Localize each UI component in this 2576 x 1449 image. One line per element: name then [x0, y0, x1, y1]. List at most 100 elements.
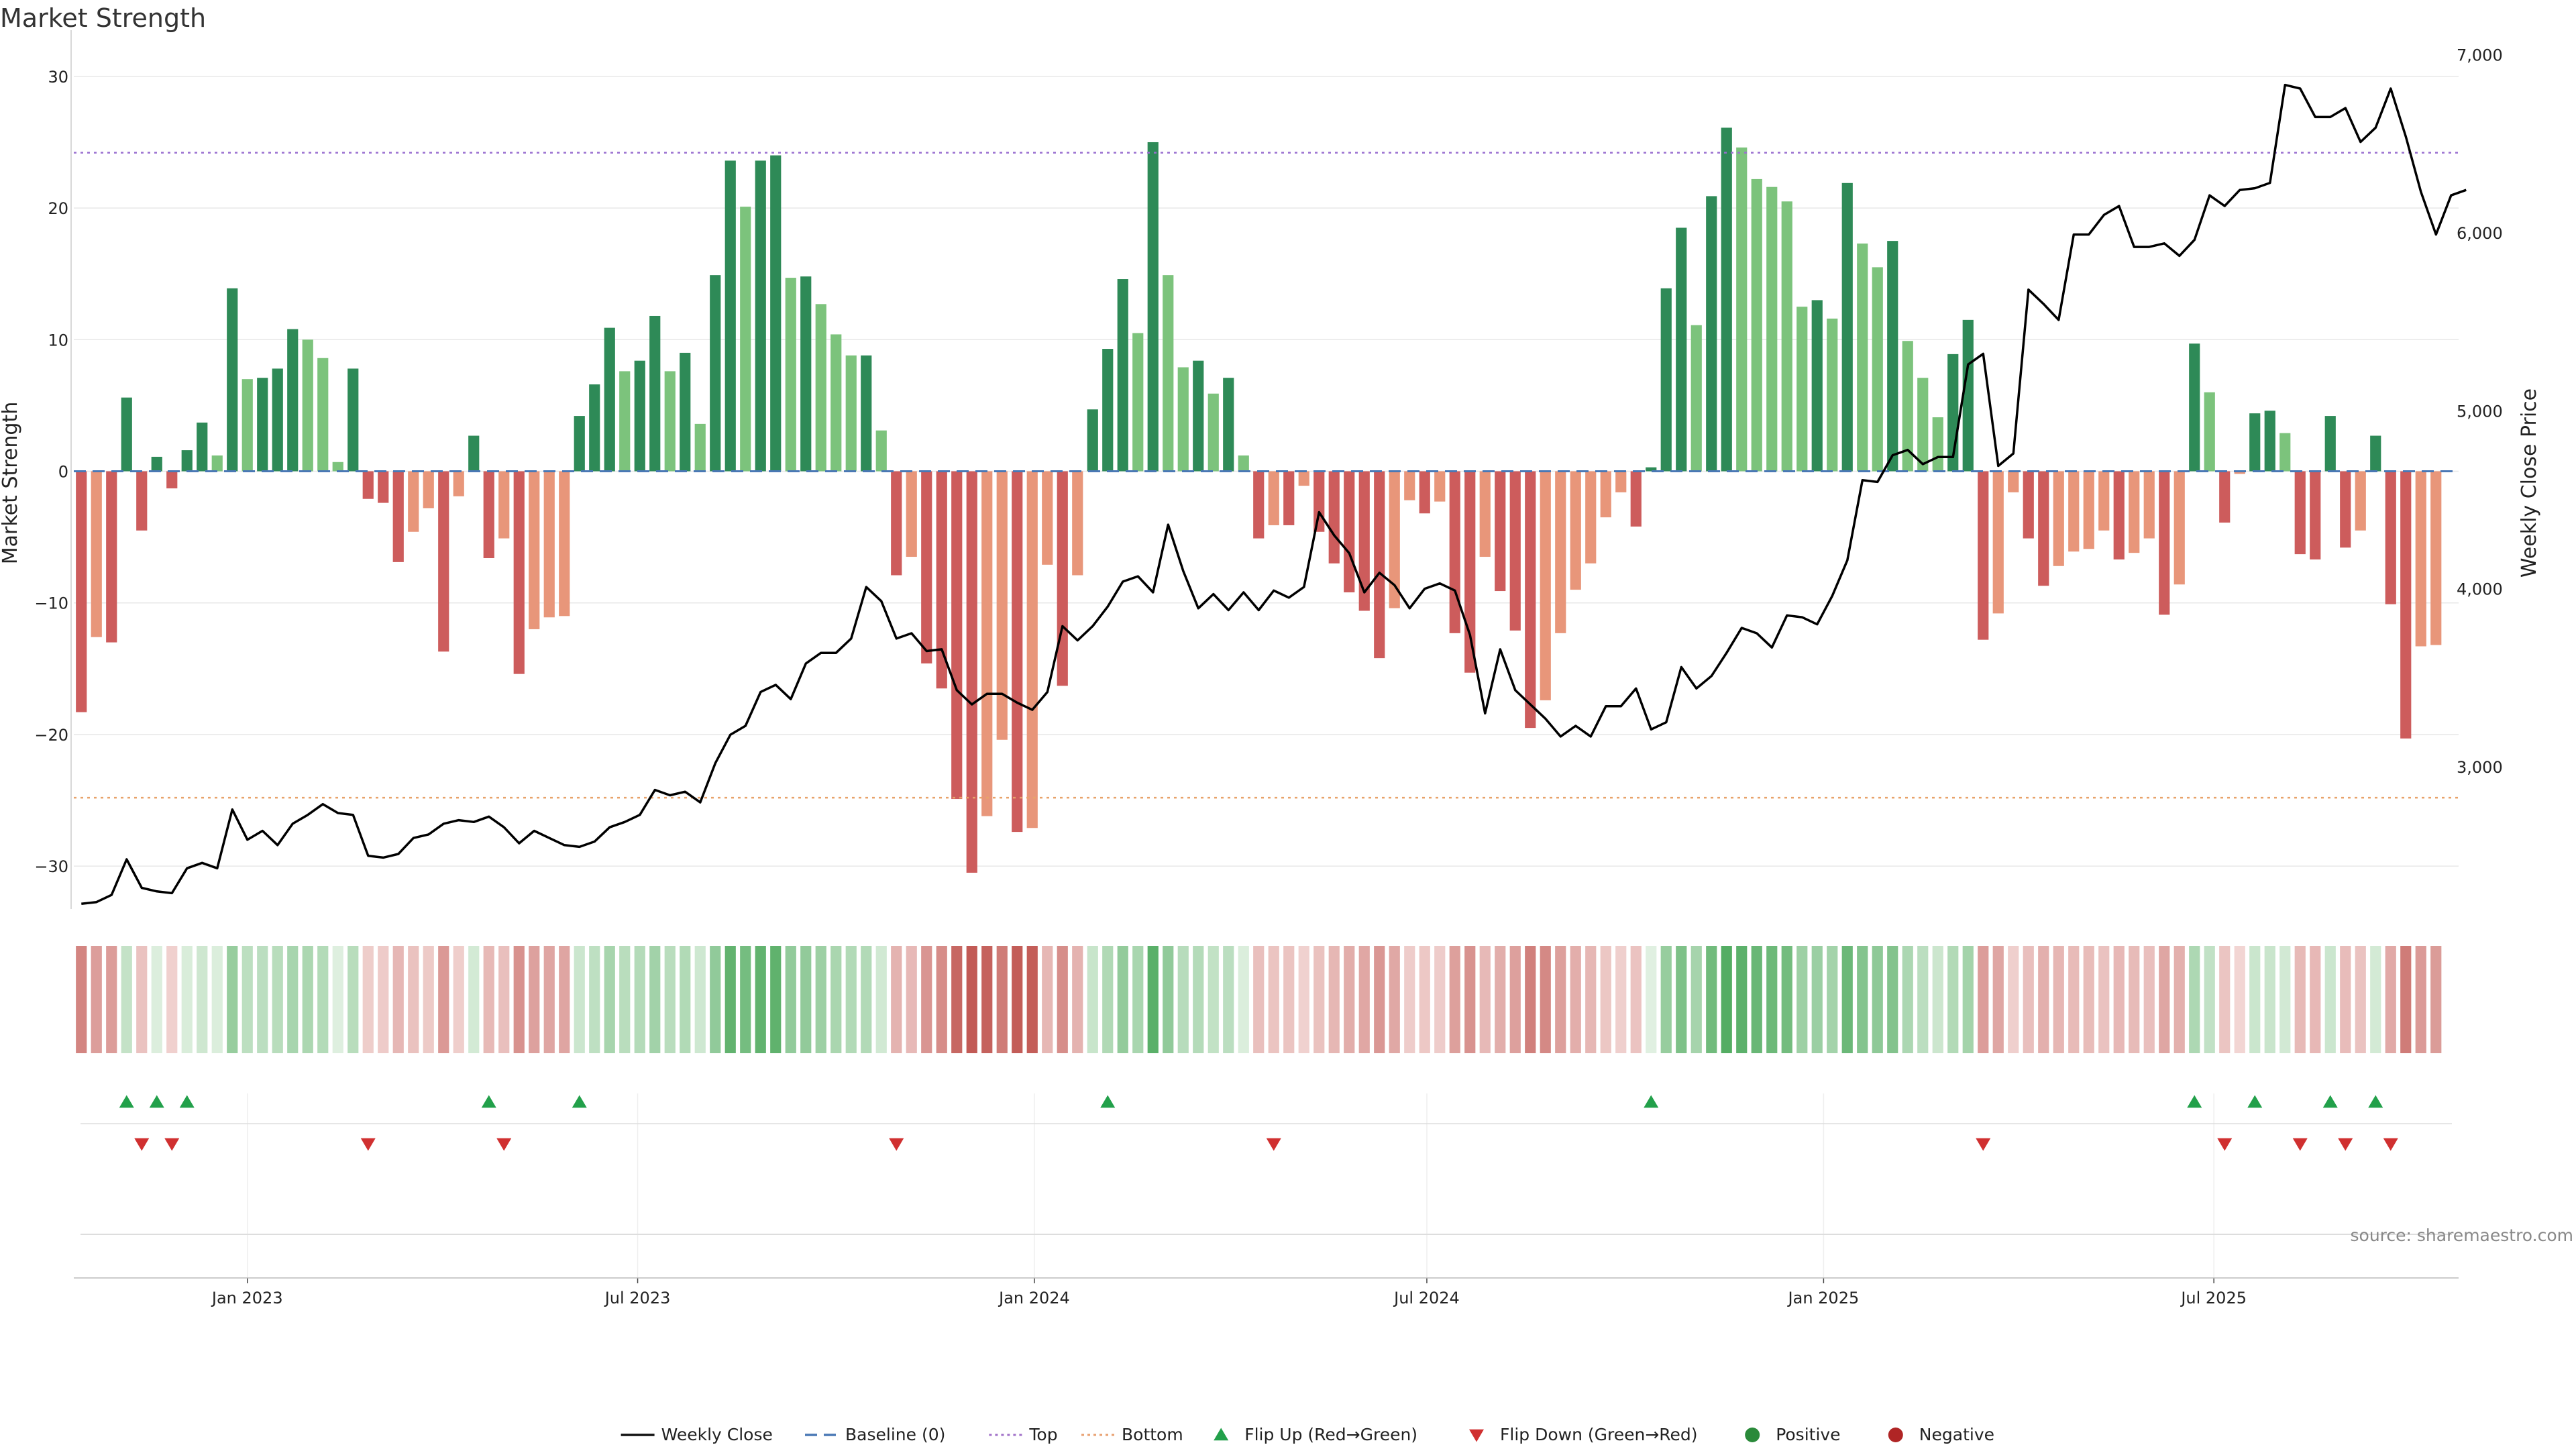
heat-cell	[740, 946, 751, 1053]
strength-bar	[2430, 471, 2442, 645]
heat-cell	[634, 946, 645, 1053]
strength-bar	[1917, 378, 1929, 472]
strength-bar	[392, 471, 404, 562]
strength-bar	[438, 471, 449, 652]
legend-label: Weekly Close	[661, 1425, 773, 1444]
heat-cell	[1087, 946, 1098, 1053]
heat-cell	[2430, 946, 2442, 1053]
heat-cell	[1147, 946, 1159, 1053]
heat-cell	[921, 946, 932, 1053]
strength-bar	[2340, 471, 2351, 548]
heat-cell	[1132, 946, 1144, 1053]
legend-label: Baseline (0)	[845, 1425, 945, 1444]
x-axis: Jan 2023 Jul 2023 Jan 2024 Jul 2024 Jan 2025…	[74, 1277, 2459, 1307]
strength-bar	[2038, 471, 2049, 586]
strength-heat-strip	[76, 946, 2442, 1053]
right-tick-label: 5,000	[2457, 402, 2503, 421]
left-tick-label: −30	[34, 857, 68, 876]
flip-down-marker	[1266, 1138, 1281, 1151]
heat-cell	[1012, 946, 1023, 1053]
heat-cell	[2204, 946, 2215, 1053]
strength-bar	[1042, 471, 1053, 565]
heat-cell	[2310, 946, 2321, 1053]
left-tick-label: 20	[48, 199, 68, 218]
heat-cell	[996, 946, 1008, 1053]
strength-bar	[543, 471, 555, 618]
strength-bar	[1827, 318, 1838, 472]
flip-markers	[119, 1095, 2398, 1151]
heat-cell	[604, 946, 615, 1053]
heat-cell	[1434, 946, 1446, 1053]
strength-bar	[2174, 471, 2185, 585]
heat-cell	[1026, 946, 1038, 1053]
legend-label: Negative	[1919, 1425, 1994, 1444]
strength-bar	[634, 360, 645, 472]
heat-cell	[227, 946, 238, 1053]
strength-bar	[1872, 267, 1883, 472]
heat-cell	[2174, 946, 2185, 1053]
heat-cell	[2279, 946, 2291, 1053]
heat-cell	[619, 946, 631, 1053]
flip-down-marker	[889, 1138, 904, 1151]
heat-cell	[1917, 946, 1929, 1053]
strength-bar	[2400, 471, 2412, 739]
strength-bar	[1495, 471, 1506, 592]
legend-item-1: Baseline (0)	[805, 1425, 945, 1444]
legend: Weekly Close Baseline (0) Top Bottom Flip Up…	[621, 1425, 1994, 1444]
heat-cell	[2098, 946, 2110, 1053]
reference-lines	[74, 152, 2459, 799]
strength-bar	[91, 471, 102, 637]
heat-cell	[408, 946, 419, 1053]
strength-bar	[1147, 142, 1159, 472]
strength-bar	[921, 471, 932, 663]
heat-cell	[392, 946, 404, 1053]
heat-cell	[1615, 946, 1627, 1053]
heat-cell	[1630, 946, 1642, 1053]
heat-cell	[559, 946, 570, 1053]
heat-cell	[1389, 946, 1400, 1053]
strength-bar	[2023, 471, 2034, 539]
flip-up-marker	[119, 1095, 134, 1108]
strength-bar	[181, 450, 193, 472]
strength-bar	[498, 471, 510, 539]
heat-cell	[2189, 946, 2200, 1053]
strength-bar	[800, 276, 812, 472]
strength-bar	[604, 327, 615, 472]
flip-down-marker	[2338, 1138, 2353, 1151]
strength-bar	[936, 471, 947, 689]
heat-cell	[1102, 946, 1114, 1053]
strength-bar	[740, 207, 751, 472]
strength-bar	[1509, 471, 1521, 631]
strength-bar	[76, 471, 87, 712]
strength-bar	[1163, 275, 1174, 472]
strength-bar	[1811, 300, 1823, 472]
heat-cell	[1358, 946, 1370, 1053]
heat-cell	[1057, 946, 1068, 1053]
strength-bar	[1479, 471, 1491, 557]
heat-cell	[1555, 946, 1566, 1053]
strength-bar	[1736, 147, 1748, 472]
flip-up-marker	[2247, 1095, 2263, 1108]
strength-bar	[815, 304, 826, 472]
heat-cell	[1992, 946, 2004, 1053]
heat-cell	[1163, 946, 1174, 1053]
strength-bar	[1600, 471, 1611, 518]
heat-cell	[543, 946, 555, 1053]
heat-cell	[1328, 946, 1340, 1053]
strength-bar	[906, 471, 917, 557]
right-tick-label: 6,000	[2457, 224, 2503, 243]
heat-cell	[710, 946, 721, 1053]
strength-bar	[1887, 241, 1898, 472]
strength-bar	[574, 416, 585, 472]
strength-bar	[483, 471, 494, 558]
strength-bar	[830, 334, 842, 472]
strength-bar	[2159, 471, 2170, 615]
heat-cell	[2385, 946, 2396, 1053]
heat-cell	[1766, 946, 1778, 1053]
right-tick-label: 3,000	[2457, 758, 2503, 777]
strength-bar	[2189, 343, 2200, 472]
strength-bar	[845, 355, 857, 472]
x-tick-label: Jan 2024	[998, 1289, 1070, 1307]
heat-cell	[136, 946, 148, 1053]
strength-bar	[1374, 471, 1385, 659]
